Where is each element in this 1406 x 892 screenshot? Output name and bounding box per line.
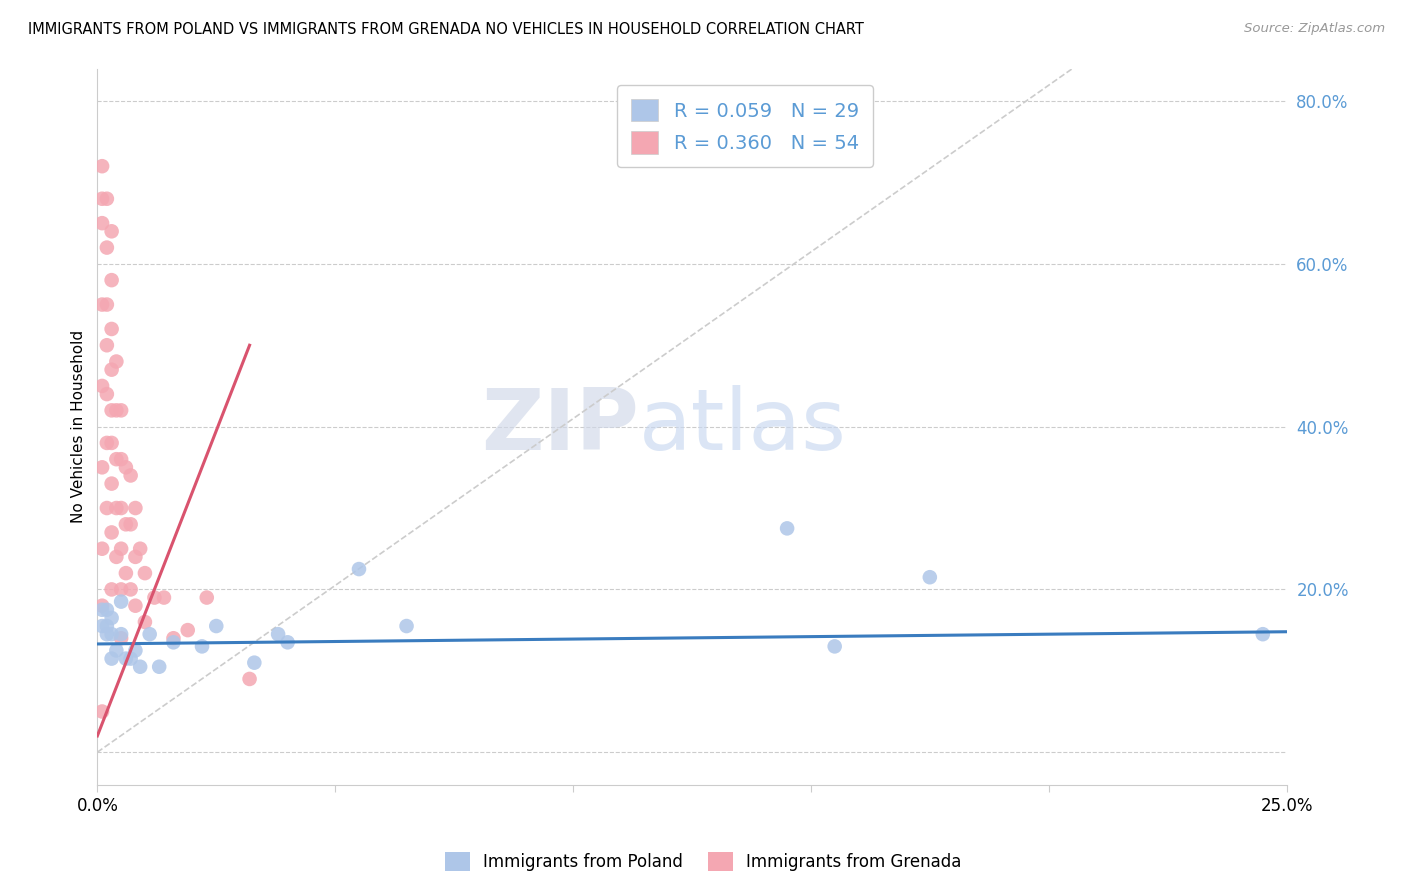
Point: [134, 566, 156, 581]
Point: [105, 549, 128, 564]
Point: [91, 460, 114, 475]
Point: [96, 619, 118, 633]
Point: [96, 192, 118, 206]
Point: [110, 452, 132, 467]
Point: [100, 403, 122, 417]
Point: [277, 635, 299, 649]
Point: [776, 521, 799, 535]
Point: [105, 452, 128, 467]
Point: [120, 582, 142, 597]
Point: [105, 354, 128, 368]
Point: [100, 322, 122, 336]
Point: [177, 623, 200, 637]
Point: [91, 159, 114, 173]
Point: [100, 651, 122, 665]
Point: [162, 635, 184, 649]
Legend: R = 0.059   N = 29, R = 0.360   N = 54: R = 0.059 N = 29, R = 0.360 N = 54: [617, 86, 873, 168]
Point: [96, 338, 118, 352]
Point: [100, 273, 122, 287]
Point: [96, 241, 118, 255]
Point: [110, 582, 132, 597]
Point: [1251, 627, 1274, 641]
Point: [100, 525, 122, 540]
Point: [96, 297, 118, 311]
Point: [100, 611, 122, 625]
Point: [347, 562, 370, 576]
Point: [162, 632, 184, 646]
Point: [918, 570, 941, 584]
Legend: Immigrants from Poland, Immigrants from Grenada: Immigrants from Poland, Immigrants from …: [436, 843, 970, 880]
Point: [134, 615, 156, 629]
Point: [100, 436, 122, 450]
Point: [91, 379, 114, 393]
Point: [195, 591, 218, 605]
Point: [110, 541, 132, 556]
Point: [115, 566, 138, 581]
Point: [105, 501, 128, 516]
Point: [100, 224, 122, 238]
Point: [96, 501, 118, 516]
Point: [129, 541, 152, 556]
Point: [110, 501, 132, 516]
Point: [115, 517, 138, 532]
Point: [91, 619, 114, 633]
Point: [395, 619, 418, 633]
Text: IMMIGRANTS FROM POLAND VS IMMIGRANTS FROM GRENADA NO VEHICLES IN HOUSEHOLD CORRE: IMMIGRANTS FROM POLAND VS IMMIGRANTS FRO…: [28, 22, 865, 37]
Point: [129, 659, 152, 673]
Point: [105, 403, 128, 417]
Point: [239, 672, 262, 686]
Point: [191, 640, 214, 654]
Point: [267, 627, 290, 641]
Point: [96, 436, 118, 450]
Point: [115, 651, 138, 665]
Point: [153, 591, 176, 605]
Point: [115, 460, 138, 475]
Point: [243, 656, 266, 670]
Y-axis label: No Vehicles in Household: No Vehicles in Household: [72, 330, 86, 524]
Point: [124, 599, 146, 613]
Point: [110, 403, 132, 417]
Point: [105, 643, 128, 657]
Point: [124, 549, 146, 564]
Text: ZIP: ZIP: [481, 385, 638, 468]
Point: [120, 651, 142, 665]
Point: [100, 582, 122, 597]
Point: [120, 517, 142, 532]
Point: [91, 599, 114, 613]
Point: [824, 640, 846, 654]
Point: [100, 362, 122, 376]
Point: [100, 627, 122, 641]
Point: [91, 705, 114, 719]
Point: [91, 297, 114, 311]
Point: [91, 541, 114, 556]
Point: [110, 627, 132, 641]
Point: [96, 603, 118, 617]
Point: [138, 627, 160, 641]
Point: [120, 468, 142, 483]
Point: [143, 591, 166, 605]
Point: [100, 476, 122, 491]
Point: [205, 619, 228, 633]
Point: [110, 594, 132, 608]
Point: [124, 501, 146, 516]
Point: [91, 216, 114, 230]
Text: Source: ZipAtlas.com: Source: ZipAtlas.com: [1244, 22, 1385, 36]
Point: [96, 627, 118, 641]
Point: [148, 659, 170, 673]
Point: [91, 192, 114, 206]
Point: [91, 603, 114, 617]
Text: atlas: atlas: [638, 385, 846, 468]
Point: [124, 643, 146, 657]
Point: [110, 632, 132, 646]
Point: [96, 387, 118, 401]
